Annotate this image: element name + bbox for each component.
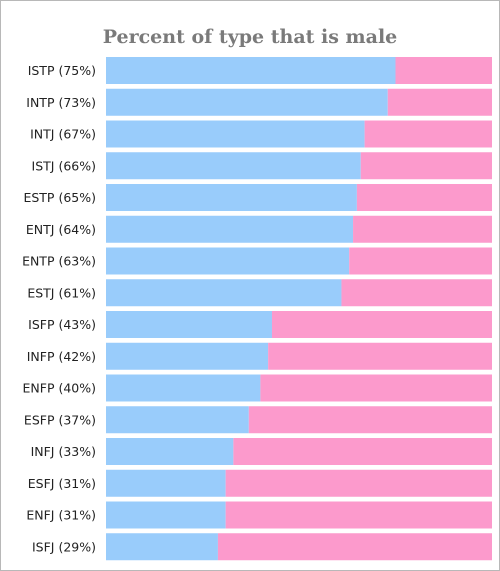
category-label-estp: ESTP (65%) [23, 190, 96, 205]
bar-male-isfp [106, 311, 272, 338]
bar-male-estp [106, 184, 357, 211]
category-label-enfj: ENFJ (31%) [26, 508, 96, 523]
category-label-intp: INTP (73%) [26, 95, 96, 110]
category-label-esfp: ESFP (37%) [24, 412, 96, 427]
bar-female-isfp [271, 311, 492, 338]
category-label-entj: ENTJ (64%) [26, 222, 96, 237]
bar-female-intp [387, 88, 492, 116]
bar-female-enfp [260, 374, 492, 402]
category-label-intj: INTJ (67%) [30, 127, 96, 142]
bar-male-isfj [106, 533, 218, 561]
bar-female-esfj [225, 469, 492, 497]
bar-male-esfj [106, 469, 226, 497]
bar-female-infj [233, 438, 492, 465]
category-label-enfp: ENFP (40%) [23, 381, 97, 396]
category-label-infj: INFJ (33%) [31, 444, 96, 459]
bar-male-infj [106, 438, 234, 465]
bar-female-istp [395, 57, 492, 84]
bar-male-estj [106, 279, 342, 307]
bar-male-enfj [106, 501, 226, 529]
bar-male-entj [106, 215, 354, 243]
bar-female-intj [364, 120, 492, 148]
bar-male-istj [106, 152, 361, 180]
bar-female-esfp [248, 406, 492, 434]
bar-female-entp [349, 247, 492, 275]
bar-male-enfp [106, 374, 261, 402]
category-label-entp: ENTP (63%) [22, 254, 96, 269]
category-label-istj: ISTJ (66%) [32, 158, 96, 173]
category-label-isfp: ISFP (43%) [28, 317, 96, 332]
bar-female-isfj [217, 533, 492, 561]
category-label-infp: INFP (42%) [27, 349, 96, 364]
category-label-estj: ESTJ (61%) [27, 285, 96, 300]
bar-female-infp [268, 342, 492, 370]
bar-female-enfj [225, 501, 492, 529]
bar-male-entp [106, 247, 350, 275]
category-label-istp: ISTP (75%) [28, 63, 96, 78]
bar-male-esfp [106, 406, 249, 434]
chart-title: Percent of type that is male [102, 26, 398, 48]
bar-male-intp [106, 88, 388, 116]
category-label-esfj: ESFJ (31%) [28, 476, 96, 491]
bar-female-istj [360, 152, 492, 180]
bar-female-estj [341, 279, 492, 307]
bar-female-entj [353, 215, 492, 243]
bar-female-estp [356, 184, 492, 211]
category-label-isfj: ISFJ (29%) [32, 539, 96, 554]
bar-male-intj [106, 120, 365, 148]
bar-male-istp [106, 57, 396, 84]
bar-male-infp [106, 342, 269, 370]
